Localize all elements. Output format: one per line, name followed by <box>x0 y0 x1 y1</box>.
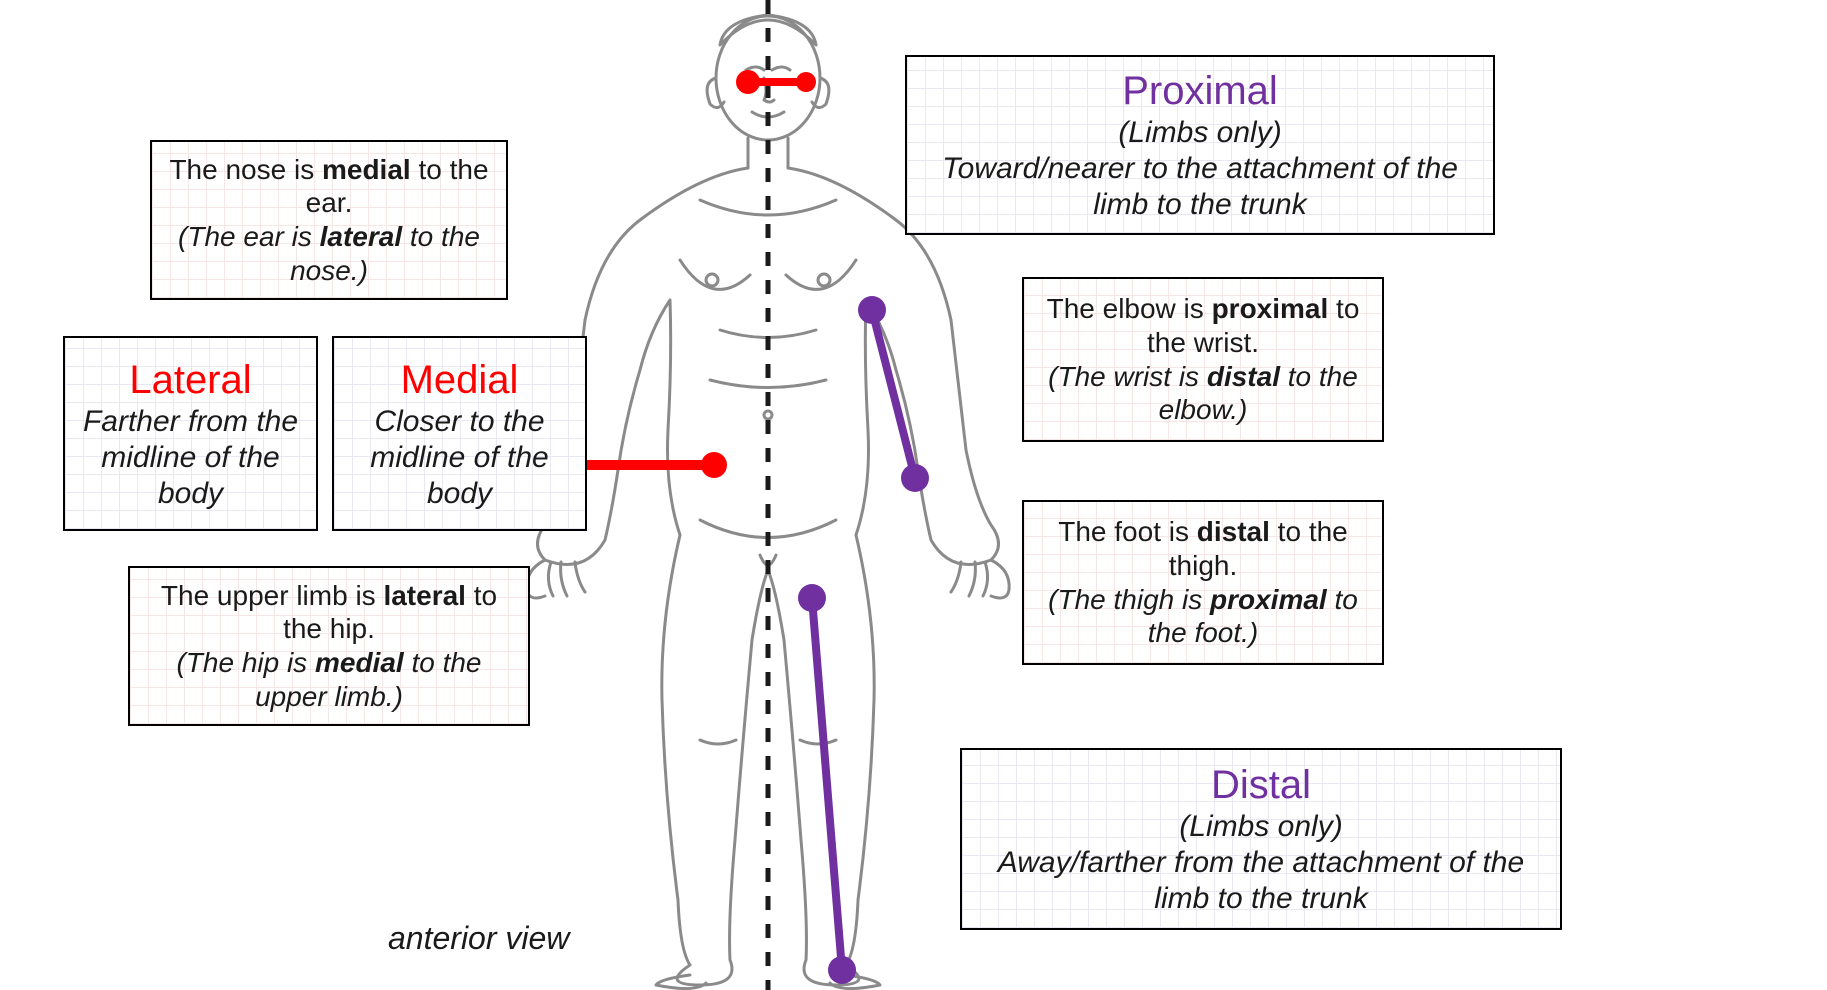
lateral-title: Lateral <box>129 356 251 404</box>
example-foot-thigh: The foot is distal to the thigh. (The th… <box>1022 500 1384 665</box>
t: (The wrist is <box>1048 361 1207 392</box>
ex-nose-line2: (The ear is lateral to the nose.) <box>166 220 492 287</box>
medial-def: Closer to the midline of the body <box>348 404 571 512</box>
ex-elbow-line2: (The wrist is distal to the elbow.) <box>1038 360 1368 427</box>
box-proximal: Proximal (Limbs only) Toward/nearer to t… <box>905 55 1495 235</box>
t: The nose is <box>169 154 322 185</box>
distal-sub: (Limbs only) <box>1179 809 1342 845</box>
t: (The thigh is <box>1048 584 1210 615</box>
example-nose-ear: The nose is medial to the ear. (The ear … <box>150 140 508 300</box>
example-upperlimb-hip: The upper limb is lateral to the hip. (T… <box>128 566 530 726</box>
t: proximal <box>1212 293 1329 324</box>
t: lateral <box>320 221 403 252</box>
caption-anterior-view: anterior view <box>388 920 569 957</box>
t: medial <box>322 154 411 185</box>
t: lateral <box>383 580 466 611</box>
t: (The hip is <box>176 647 315 678</box>
t: distal <box>1207 361 1280 392</box>
t: distal <box>1197 516 1270 547</box>
diagram-stage: Lateral Farther from the midline of the … <box>0 0 1827 990</box>
box-medial: Medial Closer to the midline of the body <box>332 336 587 531</box>
t: The elbow is <box>1047 293 1212 324</box>
proximal-sub: (Limbs only) <box>1118 115 1281 151</box>
markers <box>557 70 929 984</box>
proximal-def: Toward/nearer to the attachment of the l… <box>921 151 1479 223</box>
medial-title: Medial <box>401 356 519 404</box>
box-lateral: Lateral Farther from the midline of the … <box>63 336 318 531</box>
ex-elbow-line1: The elbow is proximal to the wrist. <box>1038 292 1368 359</box>
t: The foot is <box>1058 516 1197 547</box>
example-elbow-wrist: The elbow is proximal to the wrist. (The… <box>1022 277 1384 442</box>
proximal-title: Proximal <box>1122 67 1278 115</box>
ex-nose-line1: The nose is medial to the ear. <box>166 153 492 220</box>
t: (The ear is <box>178 221 320 252</box>
distal-def: Away/farther from the attachment of the … <box>976 845 1546 917</box>
ex-foot-line1: The foot is distal to the thigh. <box>1038 515 1368 582</box>
ex-limb-line2: (The hip is medial to the upper limb.) <box>144 646 514 713</box>
ex-limb-line1: The upper limb is lateral to the hip. <box>144 579 514 646</box>
distal-title: Distal <box>1211 761 1311 809</box>
t: proximal <box>1210 584 1327 615</box>
box-distal: Distal (Limbs only) Away/farther from th… <box>960 748 1562 930</box>
t: medial <box>315 647 404 678</box>
lateral-def: Farther from the midline of the body <box>79 404 302 512</box>
ex-foot-line2: (The thigh is proximal to the foot.) <box>1038 583 1368 650</box>
t: The upper limb is <box>161 580 384 611</box>
